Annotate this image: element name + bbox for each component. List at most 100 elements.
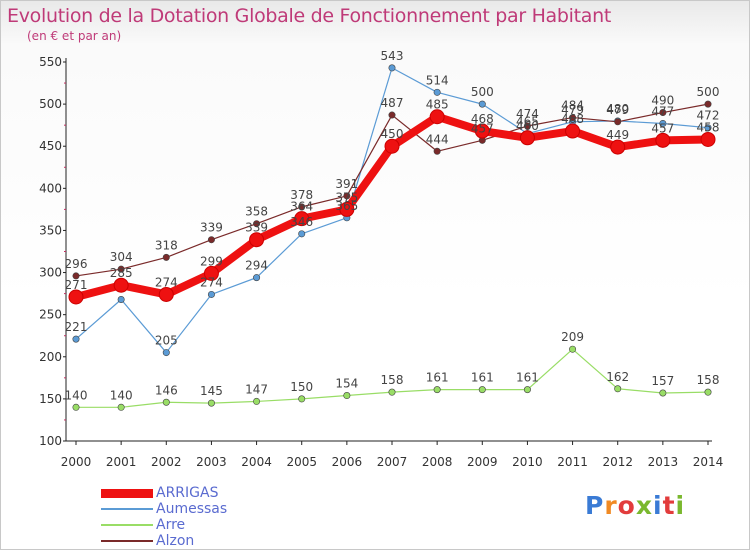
data-point: [614, 385, 622, 393]
data-point: [249, 232, 265, 248]
data-label: 472: [697, 109, 720, 123]
data-point: [113, 277, 129, 293]
data-point: [162, 349, 170, 357]
y-tick-label: 450: [39, 139, 62, 153]
data-label: 358: [245, 205, 268, 219]
data-label: 480: [606, 102, 629, 116]
data-label: 500: [697, 85, 720, 99]
legend-item: Alzon: [101, 533, 227, 549]
x-tick-label: 2002: [151, 455, 182, 469]
data-label: 543: [381, 49, 404, 63]
data-point: [158, 286, 174, 302]
data-point: [384, 138, 400, 154]
data-label: 485: [426, 98, 449, 112]
data-label: 145: [200, 384, 223, 398]
data-point: [253, 220, 261, 228]
data-label: 161: [426, 371, 449, 385]
data-point: [474, 123, 490, 139]
data-point: [343, 392, 351, 400]
data-label: 346: [290, 215, 313, 229]
data-point: [294, 211, 310, 227]
data-label: 304: [110, 250, 133, 264]
x-tick-label: 2001: [106, 455, 137, 469]
data-label: 299: [200, 254, 223, 268]
data-label: 294: [245, 259, 268, 273]
data-label: 450: [381, 127, 404, 141]
legend-swatch: [101, 488, 153, 498]
data-point: [523, 386, 531, 394]
y-tick-label: 400: [39, 181, 62, 195]
y-tick-label: 350: [39, 223, 62, 237]
data-point: [203, 265, 219, 281]
data-label: 157: [651, 374, 674, 388]
data-label: 514: [426, 73, 449, 87]
x-tick-label: 2013: [648, 455, 679, 469]
data-label: 457: [651, 121, 674, 135]
data-point: [700, 131, 716, 147]
x-tick-label: 2005: [286, 455, 317, 469]
x-tick-label: 2008: [422, 455, 453, 469]
x-tick-label: 2014: [693, 455, 724, 469]
logo-letter: r: [604, 491, 618, 520]
logo-letter: x: [635, 491, 653, 520]
data-label: 162: [606, 370, 629, 384]
x-tick-label: 2011: [557, 455, 588, 469]
legend-item: ARRIGAS: [101, 485, 227, 501]
data-label: 477: [651, 104, 674, 118]
data-label: 146: [155, 383, 178, 397]
data-point: [207, 236, 215, 244]
data-point: [388, 111, 396, 119]
y-tick-label: 150: [39, 392, 62, 406]
data-point: [339, 201, 355, 217]
legend-swatch: [101, 508, 153, 510]
data-point: [162, 398, 170, 406]
x-tick-label: 2009: [467, 455, 498, 469]
data-point: [117, 296, 125, 304]
data-label: 158: [697, 373, 720, 387]
y-tick-label: 200: [39, 350, 62, 364]
legend-item: Aumessas: [101, 501, 227, 517]
data-point: [569, 345, 577, 353]
logo-letter: P: [585, 491, 605, 520]
y-tick-label: 500: [39, 97, 62, 111]
data-label: 500: [471, 85, 494, 99]
data-label: 285: [110, 266, 133, 280]
data-point: [433, 386, 441, 394]
data-point: [298, 203, 306, 211]
data-label: 490: [651, 94, 674, 108]
data-point: [298, 230, 306, 238]
data-point: [704, 388, 712, 396]
data-label: 209: [561, 330, 584, 344]
data-point: [433, 147, 441, 155]
data-point: [388, 388, 396, 396]
data-label: 457: [471, 121, 494, 135]
data-point: [68, 289, 84, 305]
data-label: 339: [245, 221, 268, 235]
data-label: 458: [697, 120, 720, 134]
chart-title: Evolution de la Dotation Globale de Fonc…: [7, 5, 612, 27]
data-label: 339: [200, 221, 223, 235]
data-label: 271: [65, 278, 88, 292]
legend-label: ARRIGAS: [156, 485, 219, 501]
data-point: [610, 139, 626, 155]
data-label: 479: [606, 103, 629, 117]
data-label: 474: [516, 107, 539, 121]
data-label: 161: [471, 371, 494, 385]
data-label: 444: [426, 132, 449, 146]
data-point: [478, 100, 486, 108]
chart-subtitle: (en € et par an): [27, 29, 122, 43]
data-point: [659, 109, 667, 117]
data-label: 378: [290, 188, 313, 202]
legend-item: Arre: [101, 517, 227, 533]
x-tick-label: 2007: [377, 455, 408, 469]
data-label: 154: [335, 377, 358, 391]
logo-letter: i: [675, 491, 686, 520]
legend-label: Aumessas: [156, 501, 228, 517]
data-point: [72, 403, 80, 411]
y-tick-label: 550: [39, 55, 62, 69]
x-tick-label: 2004: [241, 455, 272, 469]
data-point: [659, 389, 667, 397]
data-point: [429, 109, 445, 125]
series-alzon: [72, 100, 712, 280]
